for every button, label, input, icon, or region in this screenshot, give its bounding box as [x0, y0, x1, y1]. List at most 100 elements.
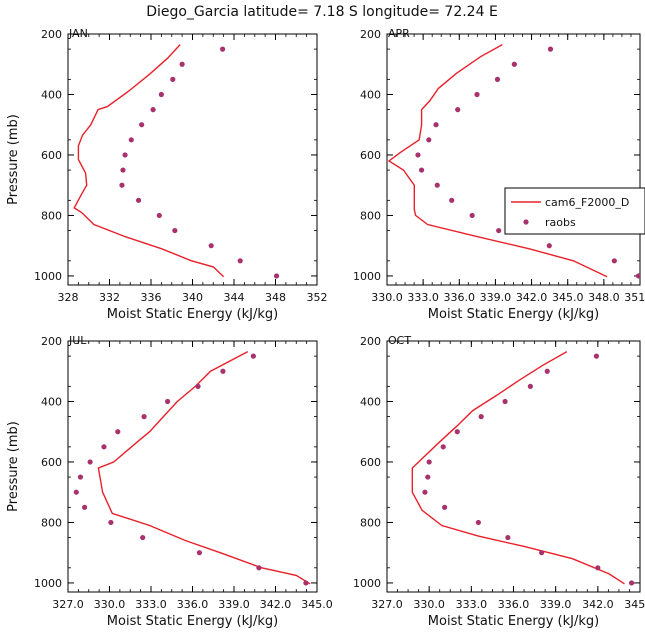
- raobs-point: [433, 122, 439, 128]
- y-tick-label: 600: [360, 456, 381, 469]
- raobs-point: [474, 91, 480, 98]
- raobs-point: [426, 137, 432, 143]
- x-axis-ticks: 330.0 333.0 336.0 339.0 342.0 345.0 348.0 351.0: [371, 34, 645, 304]
- x-tick-label: 333.0: [135, 598, 167, 611]
- x-tick-label: 333.0: [407, 291, 439, 304]
- raobs-point: [135, 197, 142, 203]
- y-tick-label: 800: [360, 516, 381, 529]
- y-tick-label: 400: [41, 395, 62, 408]
- raobs-point: [108, 519, 114, 526]
- raobs-point: [454, 429, 460, 435]
- model-profile-line: [97, 350, 311, 585]
- raobs-point: [73, 489, 79, 495]
- raobs-point: [635, 273, 640, 279]
- x-tick-label: 344: [224, 291, 245, 304]
- y-tick-label: 1000: [34, 270, 62, 283]
- x-tick-label: 330.0: [94, 598, 126, 611]
- legend-box: [504, 187, 645, 235]
- raobs-point: [120, 167, 126, 173]
- raobs-point: [418, 167, 425, 173]
- y-axis-ticks: 200 400 600 800 1000: [34, 335, 317, 590]
- plot-frame: [67, 33, 318, 286]
- raobs-point: [595, 565, 601, 571]
- raobs-point: [440, 444, 446, 450]
- plot-data: [387, 43, 640, 279]
- raobs-point: [593, 353, 600, 359]
- x-tick-label: 330.0: [371, 291, 403, 304]
- legend-dot-swatch: [523, 219, 529, 225]
- raobs-point: [220, 368, 226, 374]
- raobs-point: [77, 474, 84, 480]
- x-tick-label: 342.0: [516, 291, 548, 304]
- raobs-point: [546, 243, 552, 249]
- y-tick-label: 200: [41, 335, 62, 348]
- raobs-point: [422, 489, 428, 495]
- x-tick-label: 330.0: [413, 598, 445, 611]
- raobs-point: [547, 46, 554, 52]
- raobs-point: [425, 474, 431, 480]
- raobs-point: [505, 534, 511, 541]
- x-tick-label: 328: [58, 291, 79, 304]
- raobs-point: [87, 459, 93, 465]
- y-axis-label: Pressure (mb): [6, 114, 21, 205]
- model-profile-line: [411, 350, 625, 585]
- raobs-point: [101, 444, 107, 450]
- panel-label: OCT: [388, 334, 411, 347]
- x-tick-label: 327.0: [52, 598, 84, 611]
- raobs-point: [415, 152, 421, 158]
- raobs-point: [250, 353, 256, 359]
- raobs-point: [172, 227, 178, 234]
- x-tick-label: 342.0: [260, 598, 292, 611]
- x-tick-label: 339.0: [480, 291, 512, 304]
- raobs-point: [434, 182, 440, 188]
- x-tick-label: 345.0: [624, 598, 645, 611]
- raobs-point: [426, 459, 432, 465]
- x-tick-label: 348: [265, 291, 286, 304]
- panel-label: JAN: [68, 27, 88, 40]
- raobs-point: [611, 258, 617, 264]
- raobs-point: [303, 580, 309, 586]
- x-tick-label: 345.0: [301, 598, 333, 611]
- raobs-point: [82, 504, 88, 510]
- y-tick-label: 400: [41, 88, 62, 101]
- panel-label: APR: [388, 27, 410, 40]
- x-tick-label: 339.0: [218, 598, 250, 611]
- raobs-point: [496, 227, 502, 234]
- y-tick-label: 600: [360, 149, 381, 162]
- plot-data: [73, 350, 311, 586]
- raobs-point: [544, 368, 550, 374]
- y-tick-label: 400: [360, 88, 381, 101]
- raobs-point: [469, 212, 475, 219]
- raobs-point: [141, 414, 147, 420]
- y-tick-label: 200: [360, 335, 381, 348]
- y-tick-label: 800: [360, 209, 381, 222]
- y-tick-label: 400: [360, 395, 381, 408]
- y-tick-label: 1000: [34, 577, 62, 590]
- raobs-point: [208, 243, 214, 249]
- y-axis-label: Pressure (mb): [6, 421, 21, 512]
- raobs-point: [449, 197, 455, 203]
- panel-jul: JUL 327.0 330.0 333.0 336.0 339.0 342.0 345.0 20…: [6, 334, 333, 629]
- raobs-point: [478, 414, 484, 420]
- x-tick-label: 336.0: [498, 598, 530, 611]
- x-axis-ticks: 327.0 330.0 333.0 336.0 339.0 342.0 345.0: [52, 341, 333, 611]
- raobs-point: [140, 534, 146, 541]
- raobs-point: [502, 398, 508, 405]
- raobs-point: [475, 519, 481, 526]
- raobs-point: [527, 383, 533, 389]
- x-tick-label: 345.0: [552, 291, 584, 304]
- x-tick-label: 332: [99, 291, 120, 304]
- x-axis-label: Moist Static Energy (kJ/kg): [428, 614, 599, 629]
- y-tick-label: 200: [360, 28, 381, 41]
- y-axis-ticks: 200 400 600 800 1000: [353, 28, 640, 283]
- raobs-point: [156, 212, 162, 219]
- raobs-point: [511, 61, 517, 67]
- x-axis-label: Moist Static Energy (kJ/kg): [107, 307, 278, 322]
- x-tick-label: 348.0: [588, 291, 620, 304]
- figure-title: Diego_Garcia latitude= 7.18 S longitude=…: [146, 4, 498, 20]
- x-tick-label: 351.0: [624, 291, 645, 304]
- panel-oct: OCT 327.0 330.0 333.0 336.0 339.0 342.0 345.0 20…: [353, 334, 645, 629]
- raobs-point: [122, 152, 128, 158]
- x-axis-ticks: 327.0 330.0 333.0 336.0 339.0 342.0 345.0: [371, 341, 645, 611]
